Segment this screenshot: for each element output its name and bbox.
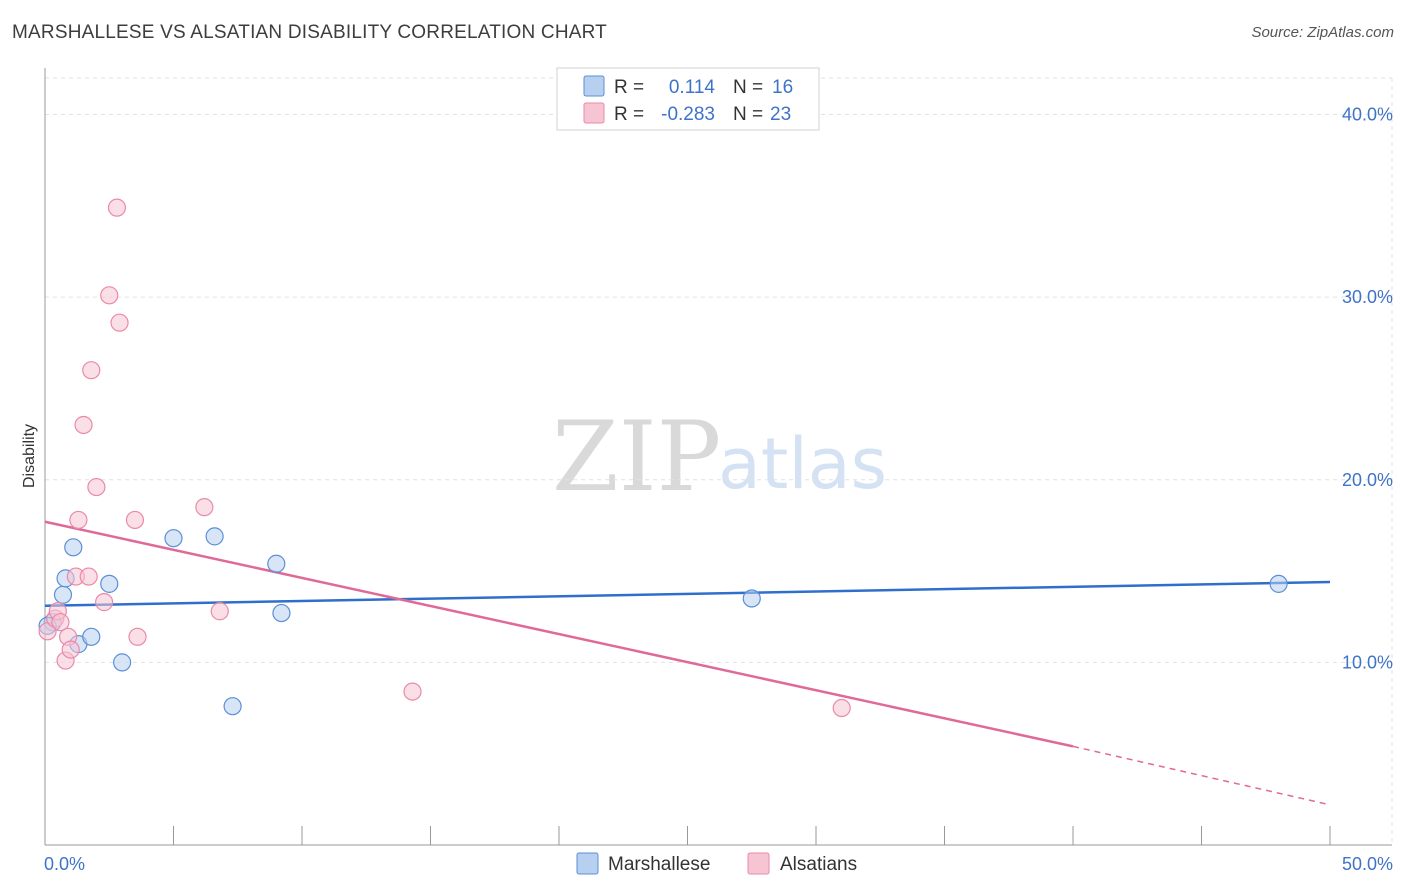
data-point-marshallese	[205, 527, 224, 546]
y-tick-label: 40.0%	[1342, 105, 1393, 125]
data-point-marshallese	[267, 554, 286, 573]
data-point-alsatians	[87, 477, 106, 497]
x-tick-label: 50.0%	[1342, 854, 1393, 874]
legend-swatch-alsatians	[583, 102, 605, 124]
trend-lines	[44, 520, 1331, 806]
legend-r-value: -0.283	[661, 104, 715, 125]
data-point-alsatians	[128, 627, 147, 646]
data-points	[38, 198, 1288, 718]
y-axis-label: Disability	[21, 424, 38, 488]
axes	[44, 68, 1392, 846]
legend-label-marshallese: Marshallese	[608, 854, 710, 875]
chart-title: MARSHALLESE VS ALSATIAN DISABILITY CORRE…	[12, 22, 607, 43]
data-point-alsatians	[95, 593, 114, 612]
legend-r-label: R =	[614, 77, 644, 98]
data-point-alsatians	[832, 698, 851, 718]
x-tick-label: 0.0%	[44, 854, 85, 874]
y-tick-label: 10.0%	[1342, 652, 1393, 672]
data-point-alsatians	[210, 602, 229, 621]
trend-line-extension-alsatians	[1072, 745, 1331, 806]
data-point-marshallese	[82, 627, 101, 646]
data-point-marshallese	[223, 697, 242, 716]
chart-source: Source: ZipAtlas.com	[1251, 24, 1394, 41]
tick-labels: 10.0% 20.0% 30.0% 40.0% 0.0% 50.0%	[44, 105, 1393, 874]
legend-r-label: R =	[614, 104, 644, 125]
data-point-marshallese	[272, 603, 291, 623]
data-point-alsatians	[107, 198, 127, 217]
legend-n-value: 16	[772, 77, 793, 98]
data-point-alsatians	[51, 613, 70, 632]
data-point-marshallese	[100, 574, 119, 593]
data-point-alsatians	[100, 286, 119, 305]
y-tick-label: 20.0%	[1342, 470, 1393, 490]
trend-line-marshallese	[44, 580, 1331, 608]
data-point-marshallese	[1269, 574, 1288, 593]
trend-line-alsatians	[44, 520, 1074, 748]
legend-swatch-marshallese	[576, 852, 599, 875]
data-point-alsatians	[79, 567, 98, 586]
y-tick-label: 30.0%	[1342, 287, 1393, 307]
watermark-atlas: atlas	[718, 423, 887, 505]
series-legend: Marshallese Alsatians	[576, 852, 857, 875]
legend-swatch-marshallese	[583, 75, 605, 97]
data-point-alsatians	[61, 640, 80, 659]
data-point-alsatians	[110, 313, 129, 332]
legend-n-value: 23	[770, 104, 791, 125]
data-point-marshallese	[164, 529, 183, 548]
legend-r-value: 0.114	[669, 77, 716, 98]
correlation-legend: R = 0.114 N = 16 R = -0.283 N = 23	[556, 67, 820, 131]
data-point-marshallese	[53, 585, 73, 604]
legend-n-label: N =	[733, 77, 763, 98]
legend-label-alsatians: Alsatians	[780, 854, 857, 875]
data-point-alsatians	[195, 498, 214, 517]
data-point-alsatians	[125, 510, 145, 530]
watermark: ZIP atlas	[552, 401, 887, 513]
data-point-alsatians	[82, 361, 101, 380]
data-point-marshallese	[112, 653, 132, 672]
data-point-alsatians	[403, 682, 422, 701]
data-point-alsatians	[69, 510, 88, 530]
data-point-marshallese	[64, 538, 83, 557]
watermark-zip: ZIP	[552, 401, 721, 513]
data-point-alsatians	[74, 415, 93, 435]
data-point-marshallese	[742, 589, 761, 608]
legend-swatch-alsatians	[747, 852, 770, 875]
legend-n-label: N =	[733, 104, 763, 125]
